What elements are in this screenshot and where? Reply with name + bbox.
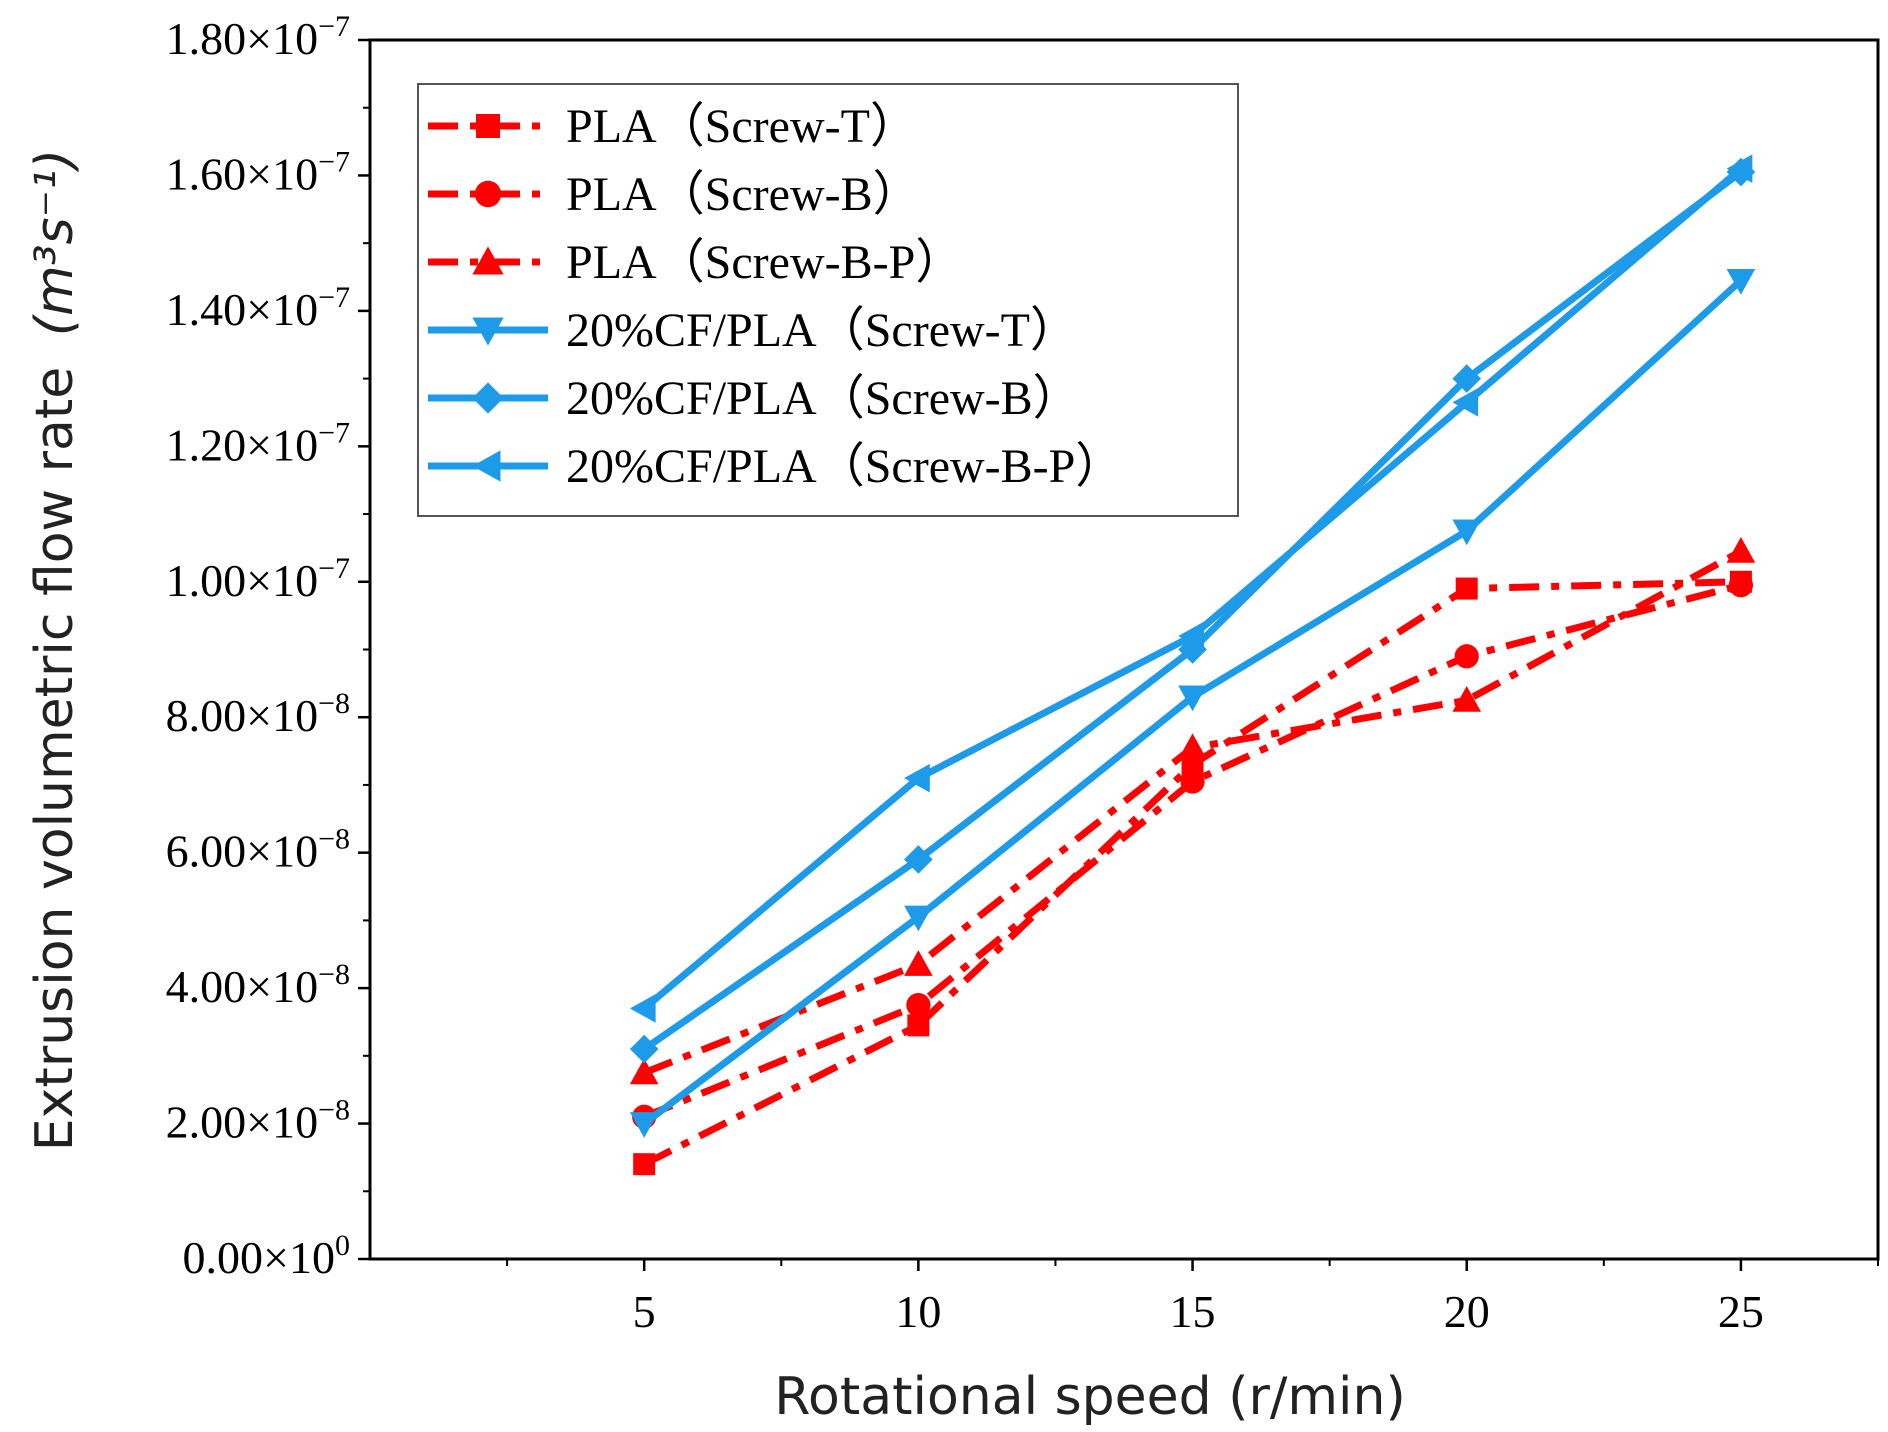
data-point xyxy=(907,1014,930,1037)
legend-item: PLA（Screw-B-P） xyxy=(428,236,963,289)
data-point xyxy=(1178,685,1207,712)
y-tick-label: 0.00×100 xyxy=(183,1229,350,1283)
y-tick-mantissa: 1.00×10 xyxy=(166,555,318,606)
y-tick-exponent: −7 xyxy=(318,10,350,43)
y-axis-title-text: Extrusion volumetric flow rate xyxy=(25,367,85,1151)
legend-label: PLA（Screw-B-P） xyxy=(566,236,963,289)
x-tick-label: 25 xyxy=(1718,1286,1764,1337)
y-axis-title: Extrusion volumetric flow rate (m³s⁻¹) xyxy=(25,149,85,1151)
y-tick-mantissa: 1.40×10 xyxy=(166,284,318,335)
y-tick-mantissa: 6.00×10 xyxy=(166,826,318,877)
data-point xyxy=(1452,685,1482,712)
data-point xyxy=(1178,733,1207,760)
legend-label: PLA（Screw-T） xyxy=(566,100,918,153)
y-tick-label: 1.80×10−7 xyxy=(166,10,350,64)
series-4 xyxy=(629,268,1756,1138)
legend-label: 20%CF/PLA（Screw-B-P） xyxy=(566,440,1123,493)
data-point xyxy=(904,763,930,793)
y-tick-exponent: −7 xyxy=(318,145,350,178)
y-tick-exponent: −8 xyxy=(318,687,350,720)
legend-label: PLA（Screw-B） xyxy=(566,168,921,221)
y-tick-exponent: −8 xyxy=(318,823,350,856)
y-tick-mantissa: 4.00×10 xyxy=(166,961,318,1012)
y-tick-mantissa: 8.00×10 xyxy=(166,690,318,741)
legend-item: 20%CF/PLA（Screw-T） xyxy=(428,304,1078,357)
series-layer xyxy=(629,154,1756,1176)
legend-marker xyxy=(472,246,504,275)
legend-box xyxy=(417,83,1239,517)
legend: PLA（Screw-T） PLA（Screw-B） PLA（Screw-B-P） 20… xyxy=(417,83,1239,517)
legend-item: 20%CF/PLA（Screw-B-P） xyxy=(428,440,1123,493)
data-point xyxy=(1726,154,1753,183)
legend-marker xyxy=(476,114,500,138)
data-point xyxy=(906,992,931,1018)
legend-item: PLA（Screw-T） xyxy=(428,100,918,153)
y-tick-exponent: −8 xyxy=(318,1094,350,1127)
data-point xyxy=(629,1034,659,1064)
legend-label: 20%CF/PLA（Screw-T） xyxy=(566,304,1078,357)
data-point xyxy=(1455,577,1478,600)
series-6 xyxy=(629,154,1753,1023)
data-point xyxy=(904,905,933,932)
y-tick-exponent: −7 xyxy=(318,552,350,585)
y-tick-exponent: 0 xyxy=(335,1229,350,1262)
x-axis-title: Rotational speed (r/min) xyxy=(774,1367,1405,1427)
y-tick-exponent: −7 xyxy=(318,281,350,314)
y-tick-mantissa: 1.80×10 xyxy=(166,13,318,64)
y-tick-mantissa: 2.00×10 xyxy=(166,1097,318,1148)
data-point xyxy=(1726,268,1756,295)
y-tick-exponent: −8 xyxy=(318,958,350,991)
data-point xyxy=(629,1112,659,1138)
y-axis-title-group: Extrusion volumetric flow rate (m³s⁻¹) xyxy=(25,149,85,1151)
legend-marker xyxy=(474,180,502,208)
y-axis-unit: (m³s⁻¹) xyxy=(25,149,85,336)
data-point xyxy=(904,845,933,874)
legend-marker xyxy=(472,450,501,482)
x-tick-label: 5 xyxy=(633,1286,656,1337)
y-tick-label: 8.00×10−8 xyxy=(166,687,350,741)
legend-item: 20%CF/PLA（Screw-B） xyxy=(428,372,1081,425)
x-tick-label: 20 xyxy=(1444,1286,1490,1337)
data-point xyxy=(629,1058,659,1085)
y-tick-label: 2.00×10−8 xyxy=(166,1094,350,1148)
y-tick-exponent: −7 xyxy=(318,416,350,449)
y-tick-label: 1.60×10−7 xyxy=(166,145,350,199)
y-tick-label: 4.00×10−8 xyxy=(166,958,350,1012)
y-tick-label: 6.00×10−8 xyxy=(166,823,350,877)
data-point xyxy=(1452,364,1482,393)
data-point xyxy=(1452,519,1482,546)
data-point xyxy=(633,1153,656,1176)
x-tick-label: 10 xyxy=(895,1286,941,1337)
legend-item: PLA（Screw-B） xyxy=(428,168,921,221)
y-tick-label: 1.20×10−7 xyxy=(166,416,350,470)
legend-marker xyxy=(472,317,504,346)
series-line xyxy=(642,581,1742,1121)
axis-ticks: 5 10 15 20 250.00×1002.00×10−84.00×10−86.00×… xyxy=(166,10,1879,1337)
data-point xyxy=(629,994,656,1023)
y-tick-mantissa: 0.00×10 xyxy=(183,1232,335,1283)
series-3 xyxy=(629,537,1756,1085)
y-tick-mantissa: 1.60×10 xyxy=(166,148,318,199)
x-tick-label: 15 xyxy=(1170,1286,1216,1337)
data-point xyxy=(1178,621,1204,651)
data-point xyxy=(1452,388,1479,417)
y-tick-label: 1.40×10−7 xyxy=(166,281,350,335)
y-tick-mantissa: 1.20×10 xyxy=(166,419,318,470)
data-point xyxy=(1726,537,1756,563)
data-point xyxy=(904,950,933,976)
data-point xyxy=(1728,573,1754,598)
y-tick-label: 1.00×10−7 xyxy=(166,552,350,606)
legend-marker xyxy=(472,382,504,414)
data-point xyxy=(1454,644,1479,669)
legend-label: 20%CF/PLA（Screw-B） xyxy=(566,372,1081,425)
data-point xyxy=(1180,769,1205,794)
